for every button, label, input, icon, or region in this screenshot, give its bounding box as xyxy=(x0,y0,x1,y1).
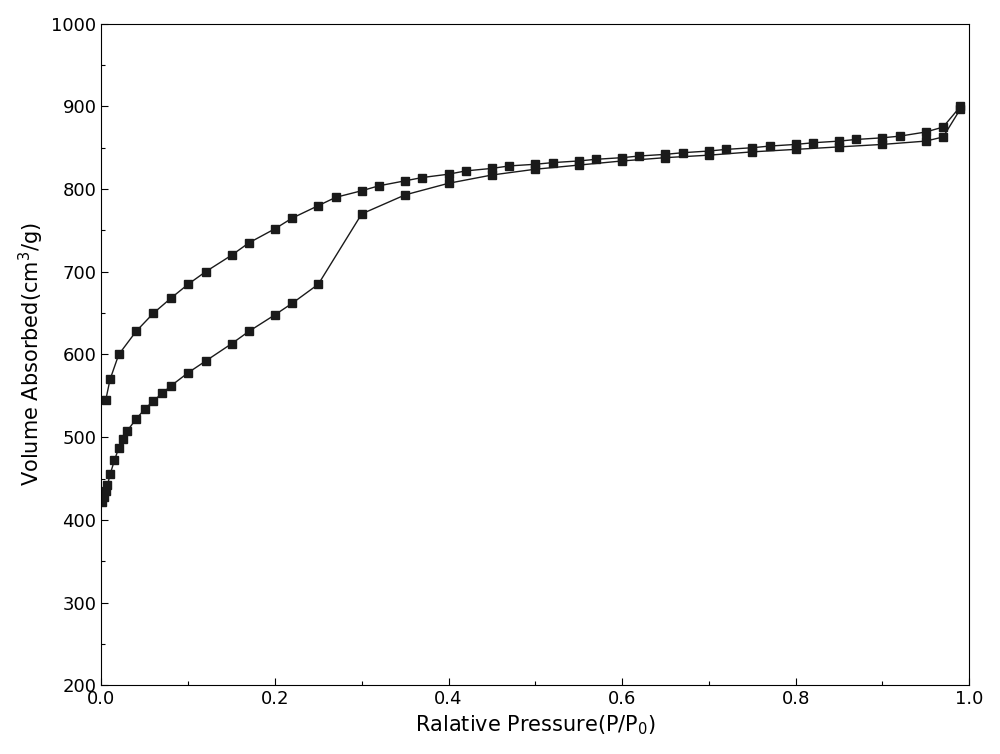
Y-axis label: Volume Absorbed(cm$^3$/g): Volume Absorbed(cm$^3$/g) xyxy=(17,222,46,486)
X-axis label: Ralative Pressure(P/P$_0$): Ralative Pressure(P/P$_0$) xyxy=(415,714,656,737)
